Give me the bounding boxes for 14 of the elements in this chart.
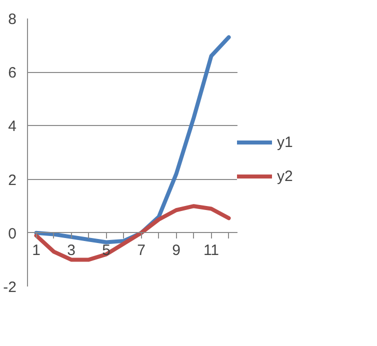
x-tick-label: 11	[203, 242, 220, 259]
y-tick-label: 2	[8, 172, 16, 189]
legend-label: y2	[277, 168, 294, 184]
x-tick-label: 9	[172, 242, 180, 259]
y-tick-label: -2	[3, 279, 17, 296]
line-series	[34, 204, 231, 262]
y-tick-label: 4	[8, 118, 16, 136]
x-tick-label: 1	[32, 242, 40, 259]
y-tick-label: 6	[8, 64, 16, 82]
y-tick-label: 0	[8, 225, 16, 242]
x-tick-label: 3	[67, 242, 76, 259]
legend-label: y1	[277, 134, 294, 150]
x-tick-label: 7	[137, 242, 146, 259]
y-tick-label: 8	[8, 11, 16, 28]
